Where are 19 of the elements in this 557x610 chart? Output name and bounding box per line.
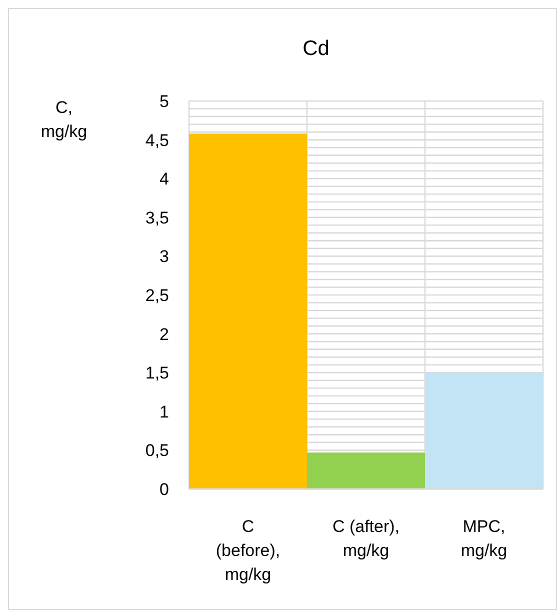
x-tick-label: C (after), mg/kg [332,517,400,560]
bar [189,134,307,489]
y-tick-label: 5 [160,92,169,111]
y-tick-label: 0 [160,480,169,499]
y-axis-title: C, mg/kg [40,98,88,141]
y-tick-label: 3 [160,247,169,266]
y-tick-label: 0,5 [145,441,169,460]
bar [307,452,425,489]
y-tick-label: 1,5 [145,364,169,383]
bar [425,372,543,489]
y-tick-label: 2 [160,324,169,344]
y-tick-label: 3,5 [145,208,169,228]
y-tick-label: 4 [160,170,169,189]
x-tick-label: MPC, mg/kg [460,517,508,560]
y-tick-label: 2,5 [145,286,169,305]
chart-title: Cd [302,37,330,60]
y-tick-label: 1 [160,402,169,422]
x-tick-label: C (before), mg/kg [216,517,280,584]
y-tick-label: 4,5 [145,130,169,150]
